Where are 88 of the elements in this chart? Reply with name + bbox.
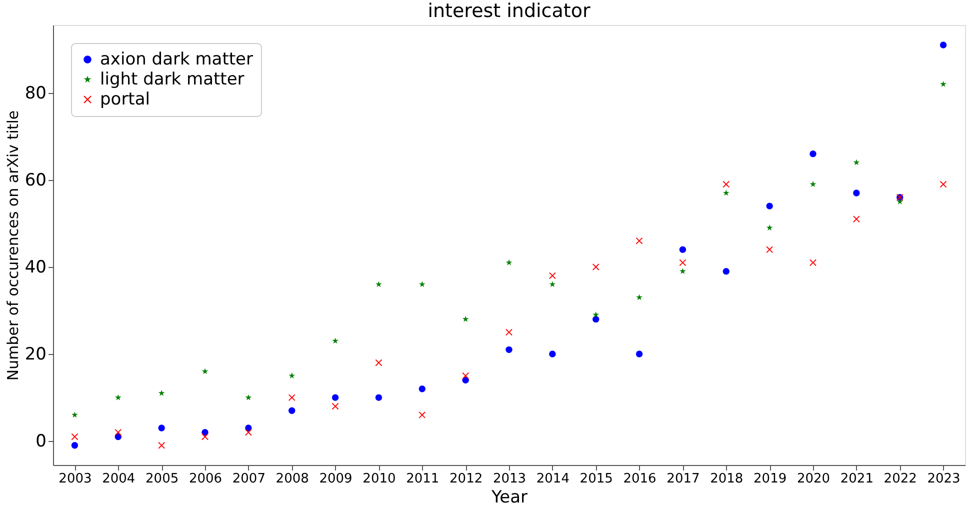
point	[462, 316, 469, 322]
point	[810, 259, 816, 266]
x-tick-label: 2019	[754, 472, 787, 486]
point	[853, 216, 860, 222]
point	[332, 402, 339, 410]
point	[375, 394, 382, 401]
x-tick-label: 2008	[276, 472, 309, 486]
point	[288, 394, 296, 401]
y-tick-label: 60	[24, 170, 46, 190]
point	[506, 259, 512, 266]
point	[680, 268, 686, 274]
point	[158, 424, 165, 432]
point	[72, 412, 78, 418]
point	[940, 80, 946, 87]
x-tick-label: 2003	[58, 472, 92, 486]
point	[71, 433, 78, 440]
point	[853, 159, 860, 166]
point	[722, 190, 730, 196]
x-tick-label: 2020	[796, 472, 830, 486]
x-tick-label: 2018	[710, 472, 744, 486]
point	[288, 407, 296, 414]
point	[636, 294, 642, 300]
point	[158, 442, 165, 449]
x-tick-label: 2009	[319, 472, 352, 486]
point	[810, 150, 816, 158]
point	[636, 350, 643, 358]
point	[766, 224, 773, 231]
point	[722, 180, 730, 188]
x-tick-label: 2014	[536, 472, 570, 486]
point	[506, 346, 512, 354]
x-tick-label: 2010	[362, 472, 396, 486]
point	[202, 368, 208, 374]
point	[202, 429, 208, 436]
x-tick-label: 2007	[232, 472, 266, 486]
point	[896, 198, 904, 204]
point	[592, 264, 600, 270]
point	[636, 238, 643, 244]
x-tick-label: 2023	[927, 472, 960, 486]
x-tick-label: 2005	[146, 472, 179, 486]
y-axis-title: Number of occurences on arXiv title	[4, 110, 22, 381]
point	[766, 202, 773, 210]
point	[940, 180, 947, 188]
x-tick-label: 2022	[884, 472, 917, 486]
point	[158, 390, 165, 396]
point	[462, 372, 469, 380]
point	[679, 246, 686, 253]
y-tick-label: 80	[24, 83, 46, 104]
point	[766, 246, 773, 253]
point	[418, 281, 426, 288]
x-tick-label: 2006	[188, 472, 222, 486]
point	[549, 350, 556, 358]
point	[810, 180, 816, 188]
point	[679, 259, 686, 266]
x-tick-label: 2017	[666, 472, 700, 486]
point	[418, 385, 426, 392]
point	[114, 429, 122, 436]
chart-title: interest indicator	[428, 0, 590, 22]
y-tick-label: 40	[24, 257, 46, 278]
x-tick-label: 2015	[580, 472, 613, 486]
point	[592, 316, 600, 323]
point	[722, 268, 730, 275]
point	[332, 394, 339, 401]
x-tick-label: 2012	[450, 472, 483, 486]
y-tick-label: 20	[24, 344, 46, 365]
point	[549, 272, 556, 280]
x-tick-label: 2021	[840, 472, 874, 486]
legend-label: axion dark matter	[100, 50, 253, 70]
point	[332, 338, 338, 344]
point	[114, 394, 122, 400]
legend-label: portal	[100, 90, 150, 110]
point	[245, 429, 252, 436]
x-tick-label: 2011	[406, 472, 440, 486]
point	[592, 312, 600, 318]
y-tick-label: 0	[36, 432, 46, 452]
x-axis-title: Year	[490, 488, 528, 508]
x-tick-label: 2004	[102, 472, 136, 486]
point	[940, 42, 947, 48]
point	[245, 394, 252, 400]
point	[71, 442, 78, 449]
point	[375, 359, 382, 366]
point	[288, 372, 296, 378]
x-tick-label: 2016	[623, 472, 656, 486]
point	[549, 281, 556, 288]
point	[376, 281, 382, 288]
point	[853, 190, 860, 196]
point	[418, 412, 426, 418]
x-tick-label: 2013	[492, 472, 526, 486]
legend-label: light dark matter	[100, 70, 244, 90]
